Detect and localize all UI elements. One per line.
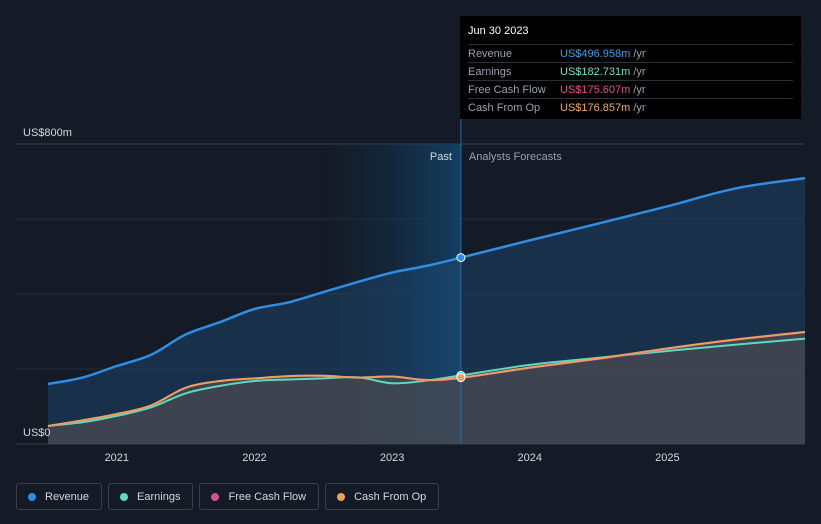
x-tick-label: 2025 — [655, 452, 679, 464]
x-tick-label: 2024 — [517, 452, 541, 464]
tooltip-row-cash-from-op: Cash From Op US$176.857m /yr — [468, 98, 793, 116]
x-tick-label: 2023 — [380, 452, 404, 464]
tooltip-label: Earnings — [468, 65, 512, 78]
line-cash-from-op — [47, 330, 806, 427]
legend-label: Cash From Op — [354, 490, 427, 503]
legend-item-cash-from-op[interactable]: Cash From Op — [325, 483, 440, 510]
tooltip-unit: /yr — [633, 65, 646, 78]
forecast-label: Analysts Forecasts — [469, 151, 562, 163]
y-axis-top-label: US$800m — [23, 127, 72, 139]
legend-item-revenue[interactable]: Revenue — [16, 483, 103, 510]
tooltip-row-free-cash-flow: Free Cash Flow US$175.607m /yr — [468, 80, 793, 98]
legend-item-earnings[interactable]: Earnings — [108, 483, 194, 510]
tooltip-label: Cash From Op — [468, 101, 541, 114]
legend-label: Revenue — [45, 490, 90, 503]
legend-label: Free Cash Flow — [228, 490, 307, 503]
chart-legend: Revenue Earnings Free Cash Flow Cash Fro… — [16, 483, 445, 510]
tooltip-value: US$175.607m — [560, 83, 631, 96]
marker-revenue[interactable] — [456, 253, 466, 263]
legend-dot-icon — [211, 492, 220, 501]
tooltip-value: US$176.857m — [560, 101, 631, 114]
x-tick-label: 2021 — [105, 452, 129, 464]
legend-dot-icon — [28, 492, 36, 501]
tooltip-row-revenue: Revenue US$496.958m /yr — [468, 44, 793, 62]
legend-dot-icon — [120, 492, 129, 501]
y-axis-bottom-label: US$0 — [23, 427, 51, 439]
x-axis-ticks: 2021 2022 2023 2024 2025 — [105, 452, 680, 464]
legend-dot-icon — [337, 492, 346, 501]
series-lines — [47, 176, 806, 427]
line-revenue — [47, 176, 806, 386]
past-label: Past — [430, 151, 452, 163]
series-markers — [456, 253, 466, 383]
legend-item-free-cash-flow[interactable]: Free Cash Flow — [199, 483, 320, 510]
tooltip-label: Free Cash Flow — [468, 83, 546, 96]
tooltip-unit: /yr — [633, 47, 646, 60]
tooltip-panel: Jun 30 2023 Revenue US$496.958m /yr Earn… — [460, 16, 801, 119]
tooltip-unit: /yr — [633, 101, 646, 114]
legend-label: Earnings — [137, 490, 181, 503]
tooltip-label: Revenue — [468, 47, 513, 60]
area-fills — [48, 178, 805, 444]
marker-cash-from-op[interactable] — [456, 373, 466, 383]
x-tick-label: 2022 — [242, 452, 266, 464]
tooltip-value: US$496.958m — [560, 47, 631, 60]
area-cash-from-op — [48, 331, 805, 444]
tooltip-row-earnings: Earnings US$182.731m /yr — [468, 62, 793, 80]
tooltip-value: US$182.731m — [560, 65, 631, 78]
tooltip-unit: /yr — [633, 83, 646, 96]
tooltip-date: Jun 30 2023 — [468, 25, 529, 37]
